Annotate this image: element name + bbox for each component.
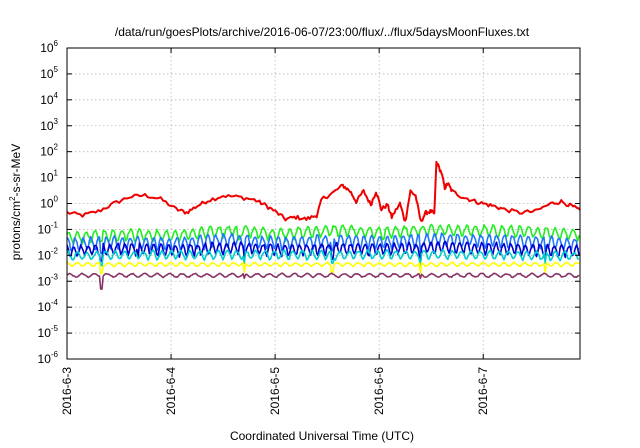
y-tick-label: 104 bbox=[40, 91, 58, 107]
y-tick-exponent: 1 bbox=[54, 169, 59, 178]
y-tick-label: 10-6 bbox=[38, 350, 59, 366]
series-line-3 bbox=[66, 240, 580, 262]
y-tick-exponent: -1 bbox=[51, 220, 59, 229]
y-axis-ticks: 10-610-510-410-310-210-11001011021031041… bbox=[38, 39, 59, 366]
y-tick-exponent: -6 bbox=[51, 350, 59, 359]
y-tick-base: 10 bbox=[40, 145, 54, 159]
y-tick-label: 10-2 bbox=[38, 246, 59, 262]
series-line-6 bbox=[66, 272, 580, 290]
y-tick-base: 10 bbox=[40, 119, 54, 133]
y-tick-exponent: 4 bbox=[54, 91, 59, 100]
y-tick-exponent: -5 bbox=[51, 324, 59, 333]
series-line-2 bbox=[66, 232, 580, 255]
chart-series bbox=[66, 160, 581, 290]
x-axis-ticks: 2016-6-3 2016-6-4 2016-6-5 2016-6-6 2016-6-7 bbox=[60, 367, 490, 415]
plot-frame bbox=[66, 47, 581, 360]
x-tick-label: 2016-6-7 bbox=[476, 367, 490, 415]
y-tick-exponent: -3 bbox=[51, 272, 59, 281]
y-tick-label: 10-4 bbox=[38, 298, 59, 314]
y-tick-label: 103 bbox=[40, 117, 58, 133]
y-tick-label: 106 bbox=[40, 39, 58, 55]
series-line-4 bbox=[66, 249, 580, 267]
x-tick-label: 2016-6-3 bbox=[60, 367, 74, 415]
y-tick-base: 10 bbox=[40, 197, 54, 211]
x-tick-label: 2016-6-5 bbox=[268, 367, 282, 415]
y-tick-label: 105 bbox=[40, 65, 58, 81]
y-tick-base: 10 bbox=[38, 248, 52, 262]
chart-title: /data/run/goesPlots/archive/2016-06-07/2… bbox=[115, 25, 530, 39]
y-tick-base: 10 bbox=[38, 300, 52, 314]
y-tick-base: 10 bbox=[40, 93, 54, 107]
y-tick-exponent: 6 bbox=[54, 39, 59, 48]
y-tick-base: 10 bbox=[38, 222, 52, 236]
y-tick-base: 10 bbox=[40, 67, 54, 81]
y-tick-label: 102 bbox=[40, 143, 58, 159]
y-tick-label: 10-3 bbox=[38, 272, 59, 288]
y-tick-exponent: 2 bbox=[54, 143, 59, 152]
y-axis-label-main: protons/cm bbox=[9, 201, 23, 260]
y-axis-label-superscript: 2 bbox=[8, 196, 17, 201]
x-tick-label: 2016-6-6 bbox=[372, 367, 386, 415]
y-tick-base: 10 bbox=[38, 352, 52, 366]
x-tick-label: 2016-6-4 bbox=[164, 367, 178, 415]
y-tick-label: 10-1 bbox=[38, 220, 59, 236]
y-tick-exponent: -4 bbox=[51, 298, 59, 307]
y-tick-base: 10 bbox=[38, 274, 52, 288]
y-tick-exponent: -2 bbox=[51, 246, 59, 255]
y-tick-label: 101 bbox=[40, 169, 58, 185]
y-axis-label: protons/cm2-s-sr-MeV bbox=[8, 144, 23, 260]
y-tick-label: 10-5 bbox=[38, 324, 59, 340]
y-tick-exponent: 5 bbox=[54, 65, 59, 74]
y-tick-base: 10 bbox=[38, 326, 52, 340]
x-axis-label: Coordinated Universal Time (UTC) bbox=[230, 429, 414, 443]
y-tick-exponent: 3 bbox=[54, 117, 59, 126]
y-tick-exponent: 0 bbox=[54, 195, 59, 204]
series-line-0 bbox=[66, 160, 581, 222]
series-line-5 bbox=[66, 261, 580, 275]
y-axis-label-units: -s-sr-MeV bbox=[9, 144, 23, 197]
chart-grid bbox=[67, 48, 580, 359]
y-tick-label: 100 bbox=[40, 195, 58, 211]
y-tick-base: 10 bbox=[40, 171, 54, 185]
y-tick-base: 10 bbox=[40, 41, 54, 55]
chart-axes bbox=[66, 47, 581, 360]
